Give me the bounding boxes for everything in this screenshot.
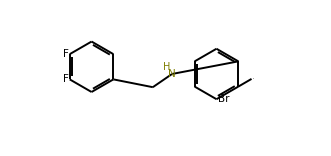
Text: F: F xyxy=(63,74,69,84)
Text: H: H xyxy=(163,62,170,72)
Text: N: N xyxy=(168,69,176,79)
Text: CH₃: CH₃ xyxy=(253,78,255,79)
Text: Br: Br xyxy=(218,94,229,104)
Text: F: F xyxy=(63,49,69,59)
